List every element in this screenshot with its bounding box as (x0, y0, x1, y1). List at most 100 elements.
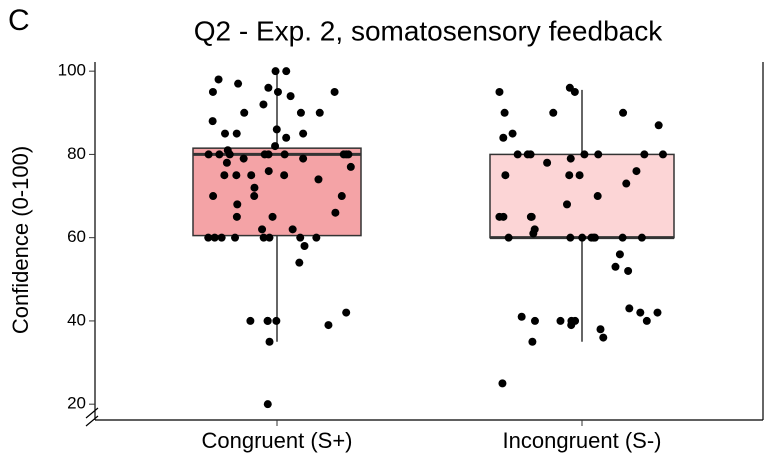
data-point (209, 192, 218, 201)
data-point (231, 233, 240, 242)
data-point (210, 233, 219, 242)
data-point (642, 316, 651, 325)
data-point (215, 150, 224, 159)
data-point (618, 233, 627, 242)
data-point (508, 129, 517, 138)
data-point (250, 183, 259, 192)
box (192, 147, 362, 237)
data-point (300, 241, 309, 250)
data-point (504, 233, 513, 242)
data-point (529, 229, 538, 238)
data-point (280, 150, 289, 159)
data-point (312, 233, 321, 242)
data-point (204, 150, 213, 159)
x-tick-label: Congruent (S+) (201, 428, 352, 453)
data-point (499, 212, 508, 221)
data-point (636, 308, 645, 317)
data-point (221, 129, 230, 138)
data-point (594, 150, 603, 159)
data-point (239, 154, 248, 163)
data-point (500, 108, 509, 117)
data-point (611, 262, 620, 271)
data-point (259, 100, 268, 109)
data-point (217, 233, 226, 242)
data-point (640, 150, 649, 159)
data-point (208, 87, 217, 96)
data-point (264, 83, 273, 92)
data-point (590, 233, 599, 242)
data-point (272, 316, 281, 325)
data-point (342, 308, 351, 317)
data-point (499, 133, 508, 142)
data-point (250, 192, 259, 201)
data-point (599, 333, 608, 342)
data-point (495, 87, 504, 96)
data-point (575, 171, 584, 180)
data-point (246, 316, 255, 325)
data-point (240, 108, 249, 117)
data-point (214, 75, 223, 84)
data-point (232, 212, 241, 221)
data-point (337, 192, 346, 201)
data-point (615, 250, 624, 259)
data-point (282, 67, 291, 76)
data-point (578, 233, 587, 242)
data-point (259, 233, 268, 242)
data-point (498, 379, 507, 388)
data-point (619, 108, 628, 117)
data-point (260, 150, 269, 159)
data-point (268, 212, 277, 221)
data-point (232, 129, 241, 138)
data-point (232, 171, 241, 180)
data-point (566, 154, 575, 163)
data-point (296, 108, 305, 117)
chart-title: Q2 - Exp. 2, somatosensory feedback (194, 15, 663, 46)
data-point (208, 117, 217, 126)
data-point (556, 316, 565, 325)
data-point (324, 321, 333, 330)
data-point (530, 316, 539, 325)
data-point (593, 192, 602, 201)
data-point (596, 325, 605, 334)
data-point (295, 258, 304, 267)
data-point (220, 171, 229, 180)
data-point (272, 125, 281, 134)
data-point (233, 200, 242, 209)
data-point (247, 171, 256, 180)
data-point (204, 233, 213, 242)
data-point (263, 400, 272, 409)
data-point (654, 121, 663, 130)
data-point (517, 312, 526, 321)
y-tick-label: 100 (58, 61, 86, 80)
y-tick-label: 80 (67, 144, 86, 163)
axis-break (85, 407, 99, 427)
data-point (637, 233, 646, 242)
y-axis-label: Confidence (0-100) (8, 146, 33, 334)
data-point (282, 133, 291, 142)
data-point (526, 150, 535, 159)
data-point (314, 175, 323, 184)
data-point (632, 167, 641, 176)
data-point (567, 321, 576, 330)
x-tick-label: Incongruent (S-) (503, 428, 662, 453)
data-point (271, 67, 280, 76)
data-point (565, 171, 574, 180)
data-point (315, 108, 324, 117)
data-point (222, 158, 231, 167)
data-point (658, 150, 667, 159)
data-point (549, 108, 558, 117)
data-point (513, 150, 522, 159)
data-point (331, 208, 340, 217)
data-point (526, 212, 535, 221)
y-tick-label: 60 (67, 227, 86, 246)
data-point (342, 150, 351, 159)
data-point (653, 308, 662, 317)
data-point (271, 142, 280, 151)
data-point (528, 337, 537, 346)
data-point (263, 316, 272, 325)
data-point (288, 225, 297, 234)
data-point (580, 150, 589, 159)
data-point (299, 154, 308, 163)
data-point (624, 266, 633, 275)
data-point (566, 233, 575, 242)
